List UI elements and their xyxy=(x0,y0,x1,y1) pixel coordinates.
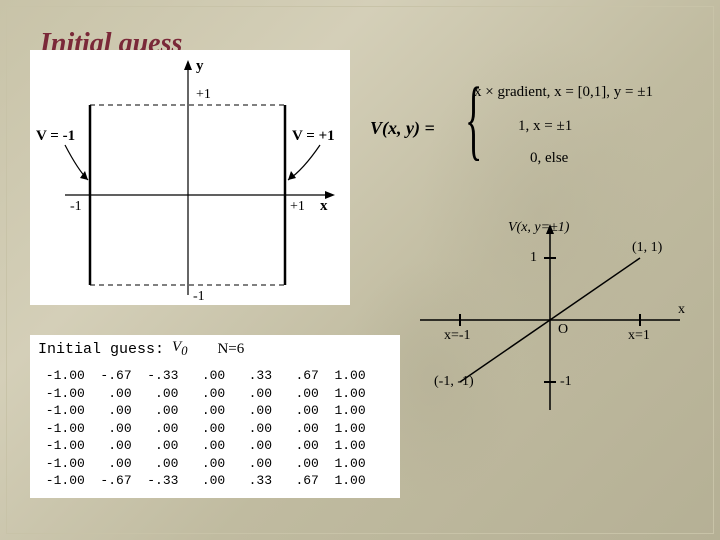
initial-matrix: -1.00 -.67 -.33 .00 .33 .67 1.00 -1.00 .… xyxy=(30,363,400,498)
diagram-graph: V(x, y=±1) 1 (1, 1) x=-1 x=1 O x -1 (-1,… xyxy=(400,220,690,420)
graph-11: (1, 1) xyxy=(632,240,662,256)
eq-lhs: V(x, y) = xyxy=(370,118,435,139)
graph-ym1: -1 xyxy=(560,374,572,390)
svg-text:-1: -1 xyxy=(70,199,82,214)
piecewise-equation: V(x, y) = { x × gradient, x = [0,1], y =… xyxy=(370,80,700,180)
initial-prefix: Initial guess: xyxy=(38,341,164,358)
initial-N: N=6 xyxy=(217,341,244,358)
graph-xp1: x=1 xyxy=(628,328,650,344)
svg-text:V = +1: V = +1 xyxy=(292,128,335,144)
graph-xm1: x=-1 xyxy=(444,328,471,344)
diagram-square-svg: y +1 x -1 +1 -1 V = -1 V = +1 xyxy=(30,50,350,305)
svg-text:+1: +1 xyxy=(290,199,305,214)
svg-text:-1: -1 xyxy=(193,289,205,304)
initial-guess-block: Initial guess: V0 N=6 -1.00 -.67 -.33 .0… xyxy=(30,335,400,498)
eq-case-3: 0, else xyxy=(530,150,568,167)
svg-text:+1: +1 xyxy=(196,87,211,102)
svg-text:V = -1: V = -1 xyxy=(36,128,75,144)
svg-text:y: y xyxy=(196,58,204,74)
graph-x-axis: x xyxy=(678,302,685,318)
graph-origin: O xyxy=(558,322,568,338)
initial-var: V0 xyxy=(172,339,187,359)
initial-header: Initial guess: V0 N=6 xyxy=(30,335,400,363)
svg-text:x: x xyxy=(320,198,328,214)
eq-case-2: 1, x = ±1 xyxy=(518,118,572,135)
eq-case-1: x × gradient, x = [0,1], y = ±1 xyxy=(474,84,653,101)
diagram-square: y +1 x -1 +1 -1 V = -1 V = +1 xyxy=(30,50,350,305)
graph-top-label: V(x, y=±1) xyxy=(508,220,569,236)
graph-m11: (-1, -1) xyxy=(434,374,474,390)
graph-y1: 1 xyxy=(530,250,537,266)
